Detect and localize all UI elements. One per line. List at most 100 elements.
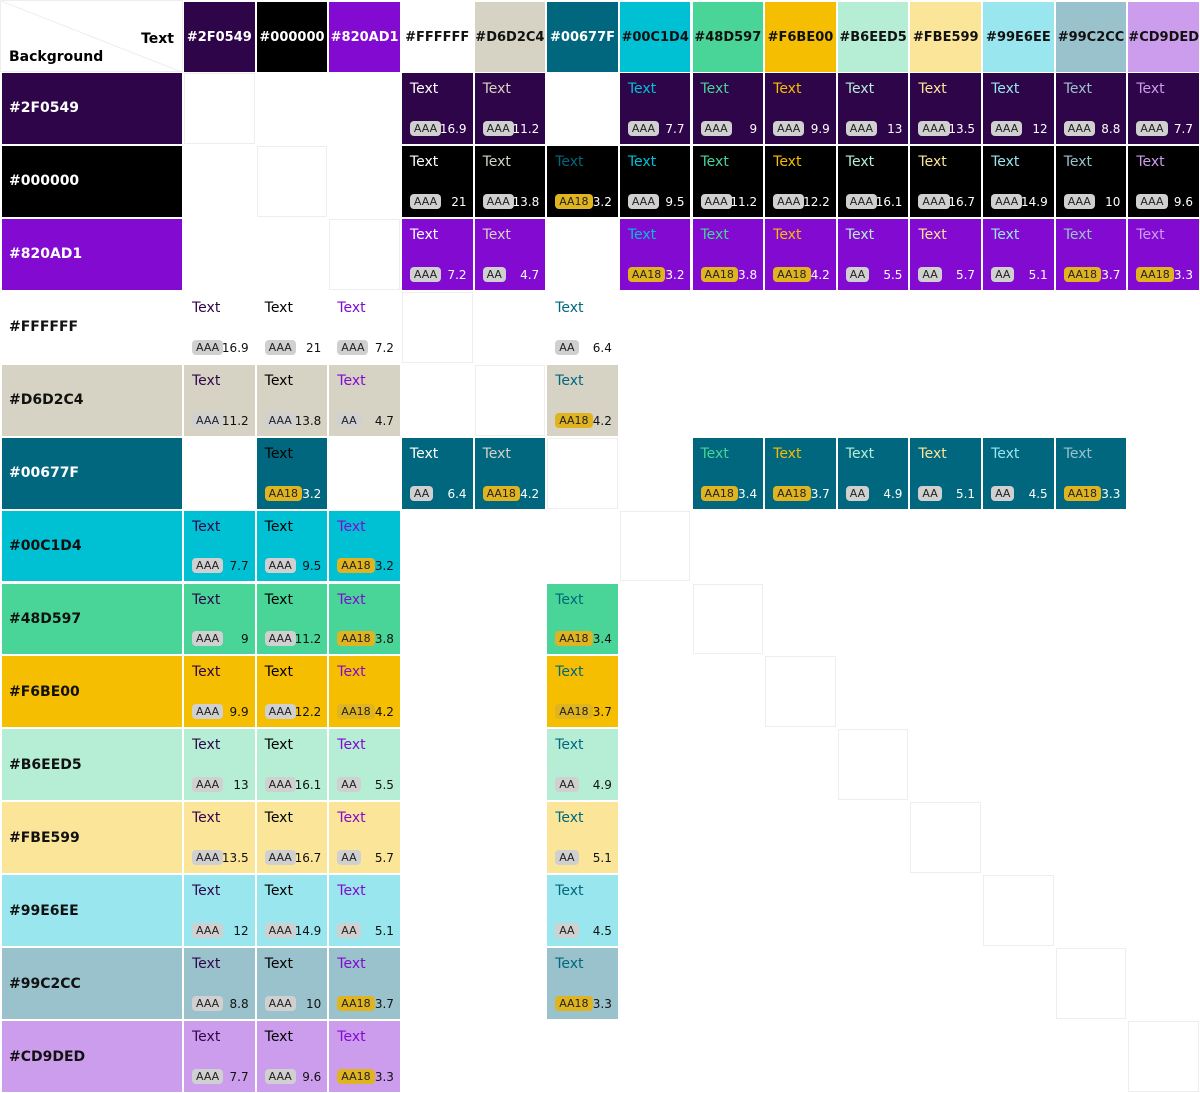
sample-text: Text: [700, 153, 729, 170]
wcag-badge: AA: [482, 266, 506, 282]
contrast-cell: Text AAA 13.5: [910, 73, 982, 144]
empty-cell: [693, 365, 764, 436]
contrast-cell: Text AAA 10: [1055, 145, 1127, 217]
sample-text: Text: [264, 1029, 293, 1046]
sample-text: Text: [264, 956, 293, 973]
wcag-badge: AA18: [773, 266, 811, 282]
contrast-ratio: 3.3: [592, 997, 612, 1012]
empty-cell: [402, 729, 473, 800]
sample-text: Text: [700, 81, 729, 97]
wcag-badge: AAA: [409, 193, 442, 209]
contrast-cell: Text AAA 11.2: [256, 583, 328, 655]
empty-cell: [910, 875, 981, 946]
empty-cell: [765, 365, 836, 436]
sample-text: Text: [192, 299, 221, 316]
contrast-cell: Text AA 5.1: [983, 218, 1054, 290]
empty-cell: [620, 656, 691, 727]
wcag-badge: AAA: [264, 1068, 296, 1084]
empty-cell: [910, 729, 981, 800]
contrast-ratio: 10: [306, 997, 322, 1012]
sample-text: Text: [192, 737, 221, 754]
contrast-cell: Text AA 4.7: [474, 218, 546, 290]
empty-cell: [184, 73, 255, 144]
empty-cell: [838, 656, 909, 727]
contrast-ratio: 5.5: [374, 778, 394, 793]
contrast-ratio: 12: [1032, 121, 1048, 136]
sample-text: Text: [192, 372, 221, 389]
contrast-ratio: 7.7: [1173, 121, 1193, 136]
contrast-cell: Text AAA 9: [184, 583, 255, 655]
contrast-ratio: 9.5: [665, 194, 685, 209]
contrast-cell: Text AAA 8.8: [1055, 73, 1127, 144]
empty-cell: [983, 511, 1054, 582]
empty-cell: [620, 802, 691, 873]
sample-text: Text: [337, 518, 366, 535]
contrast-ratio: 9.9: [810, 121, 830, 136]
contrast-ratio: 5.1: [1028, 267, 1048, 282]
sample-text: Text: [627, 153, 657, 170]
wcag-badge: AAA: [264, 777, 296, 793]
contrast-cell: Text AA 4.9: [547, 729, 618, 801]
sample-text: Text: [1136, 81, 1165, 97]
column-header: #99C2CC: [1055, 2, 1127, 72]
contrast-cell: Text AA18 3.2: [329, 510, 400, 582]
sample-text: Text: [555, 299, 584, 316]
empty-cell: [1056, 656, 1127, 727]
empty-cell: [693, 1021, 764, 1092]
wcag-badge: AA18: [337, 558, 375, 574]
contrast-ratio: 3.7: [592, 705, 612, 720]
contrast-cell: Text AAA 9.9: [765, 73, 836, 144]
empty-cell: [693, 802, 764, 873]
sample-text: Text: [264, 810, 293, 827]
contrast-cell: Text AAA 11.2: [692, 145, 764, 217]
contrast-ratio: 13: [233, 778, 249, 793]
wcag-badge: AA18: [337, 704, 375, 720]
contrast-ratio: 3.2: [302, 486, 322, 501]
column-header: #B6EED5: [837, 2, 909, 72]
empty-cell: [693, 875, 764, 946]
empty-cell: [1056, 1021, 1127, 1092]
empty-cell: [475, 948, 546, 1019]
sample-text: Text: [264, 591, 293, 608]
empty-cell: [184, 219, 255, 290]
empty-cell: [619, 510, 691, 582]
row-header: #99C2CC: [2, 948, 182, 1020]
empty-cell: [983, 584, 1054, 655]
contrast-cell: Text AA 5.5: [329, 729, 400, 801]
contrast-ratio: 5.7: [955, 267, 976, 282]
contrast-cell: Text AAA 7.7: [619, 73, 691, 144]
empty-cell: [184, 438, 255, 509]
column-header: #820AD1: [329, 2, 400, 72]
column-header: #FFFFFF: [401, 2, 473, 72]
sample-text: Text: [700, 226, 729, 243]
contrast-cell: Text AAA 16.9: [184, 291, 255, 363]
contrast-cell: Text AA18 4.2: [547, 364, 618, 436]
wcag-badge: AAA: [192, 1068, 224, 1084]
contrast-cell: Text AAA 16.7: [256, 802, 328, 874]
sample-text: Text: [192, 664, 221, 681]
contrast-ratio: 12: [233, 924, 249, 939]
contrast-ratio: 3.7: [374, 997, 394, 1012]
empty-cell: [547, 219, 618, 290]
sample-text: Text: [482, 153, 511, 170]
empty-cell: [620, 365, 691, 436]
sample-text: Text: [845, 153, 875, 170]
contrast-ratio: 13.8: [294, 413, 322, 428]
column-header: #00C1D4: [619, 2, 691, 72]
wcag-badge: AAA: [337, 339, 369, 355]
sample-text: Text: [264, 299, 293, 316]
contrast-ratio: 14.9: [294, 924, 322, 939]
wcag-badge: AA18: [700, 485, 738, 501]
contrast-ratio: 10: [1105, 194, 1121, 209]
contrast-cell: Text AAA 9.6: [256, 1021, 328, 1092]
sample-text: Text: [482, 445, 511, 462]
empty-cell: [620, 1021, 691, 1092]
empty-cell: [1056, 802, 1127, 873]
contrast-ratio: 11.2: [730, 194, 758, 209]
contrast-cell: Text AA 4.7: [329, 364, 400, 436]
empty-cell: [620, 729, 691, 800]
sample-text: Text: [192, 883, 221, 900]
wcag-badge: AAA: [773, 120, 805, 136]
wcag-badge: AAA: [264, 339, 296, 355]
sample-text: Text: [991, 445, 1020, 462]
